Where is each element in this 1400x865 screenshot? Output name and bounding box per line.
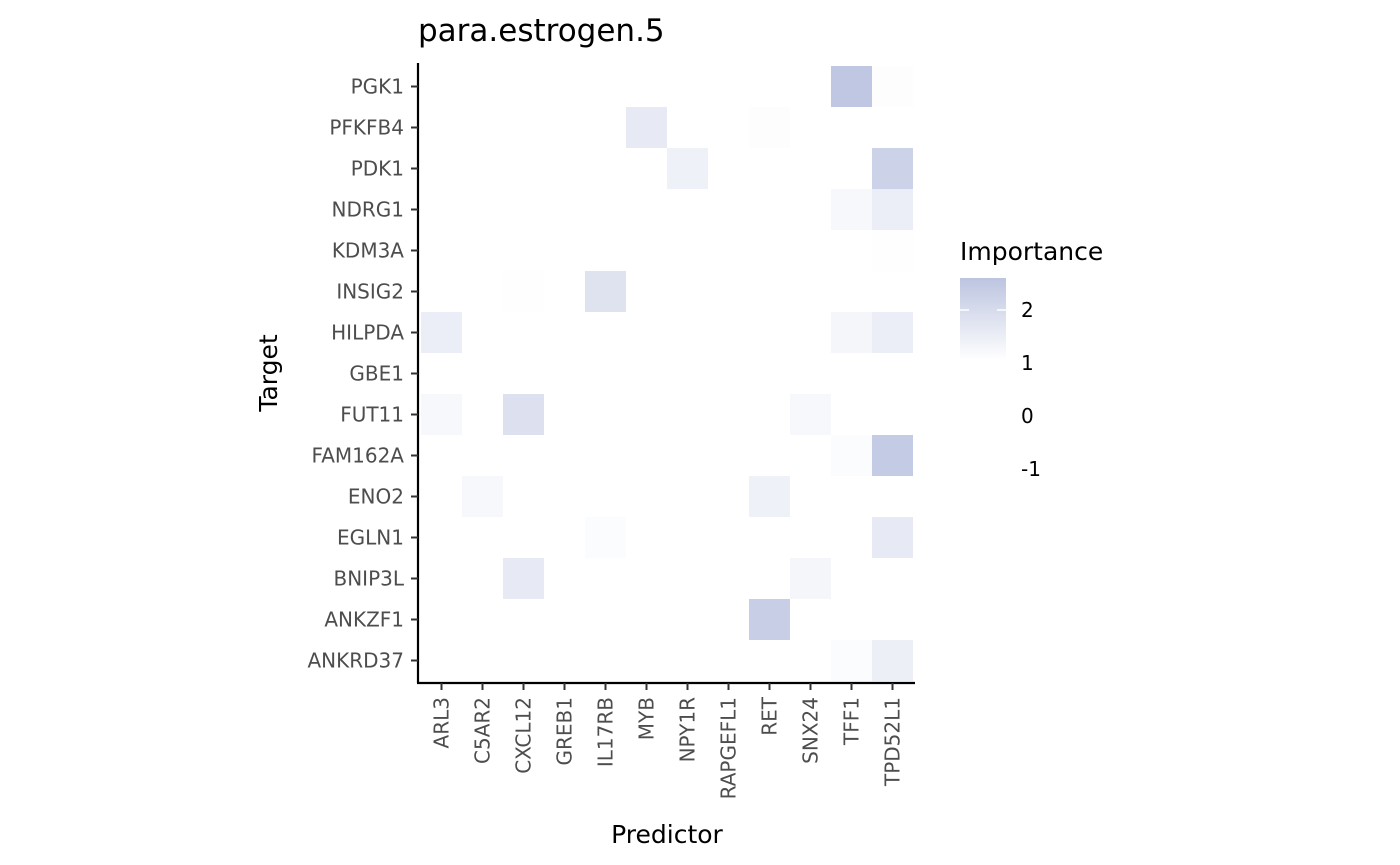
legend-label: 2 — [1021, 298, 1034, 322]
heatmap-cell — [872, 435, 913, 476]
heatmap-cell — [503, 394, 544, 435]
x-tick-label: TPD52L1 — [881, 697, 905, 787]
x-tick-label: RAPGEFL1 — [717, 697, 741, 799]
x-tick-label: IL17RB — [594, 697, 618, 767]
legend-label: 0 — [1021, 404, 1034, 428]
x-tick-label: MYB — [635, 697, 659, 740]
heatmap-cell — [872, 640, 913, 681]
y-tick-label: HILPDA — [331, 321, 404, 345]
legend: Importance 2 1 0 -1 — [960, 237, 1103, 481]
x-tick-label: NPY1R — [676, 697, 700, 763]
legend-labels: 2 1 0 -1 — [960, 298, 1041, 481]
y-tick-label: ANKZF1 — [324, 608, 404, 632]
y-tick-label: PFKFB4 — [329, 116, 404, 140]
y-tick-label: GBE1 — [349, 362, 404, 386]
heatmap-cell — [749, 107, 790, 148]
heatmap-cell — [503, 558, 544, 599]
y-tick-label: NDRG1 — [332, 198, 404, 222]
heatmap-cell — [831, 312, 872, 353]
y-tick-label: INSIG2 — [336, 280, 404, 304]
heatmap-cell — [872, 517, 913, 558]
heatmap-cell — [831, 640, 872, 681]
heatmap-cell — [585, 517, 626, 558]
legend-colorbar — [960, 278, 1006, 360]
heatmap-cell — [421, 312, 462, 353]
x-tick-label: TFF1 — [840, 697, 864, 746]
heatmap-cell — [626, 107, 667, 148]
x-tick-label: CXCL12 — [512, 697, 536, 774]
heatmap-cell — [667, 148, 708, 189]
heatmap-cells — [421, 66, 913, 681]
legend-label: 1 — [1021, 351, 1034, 375]
heatmap-cell — [585, 271, 626, 312]
y-tick-label: KDM3A — [332, 239, 404, 263]
y-tick-label: FAM162A — [312, 444, 405, 468]
y-tick-label: FUT11 — [340, 403, 404, 427]
heatmap-cell — [831, 189, 872, 230]
heatmap-cell — [831, 66, 872, 107]
y-tick-label: ANKRD37 — [307, 649, 404, 673]
heatmap-cell — [503, 271, 544, 312]
heatmap-cell — [872, 230, 913, 271]
heatmap-cell — [872, 148, 913, 189]
x-tick-label: C5AR2 — [471, 697, 495, 764]
x-tick-label: SNX24 — [799, 697, 823, 764]
y-tick-label: EGLN1 — [337, 526, 404, 550]
x-axis-ticks: ARL3 C5AR2 CXCL12 GREB1 IL17RB MYB NPY1R RAPGEF… — [430, 683, 905, 799]
legend-label: -1 — [1021, 457, 1041, 481]
y-tick-label: PGK1 — [351, 75, 404, 99]
x-tick-label: GREB1 — [553, 697, 577, 765]
chart-title: para.estrogen.5 — [418, 13, 665, 49]
heatmap-cell — [872, 66, 913, 107]
heatmap-cell — [790, 394, 831, 435]
heatmap-cell — [749, 476, 790, 517]
y-tick-label: PDK1 — [351, 157, 404, 181]
heatmap-cell — [749, 599, 790, 640]
heatmap-cell — [872, 189, 913, 230]
legend-title: Importance — [960, 237, 1103, 266]
y-axis-title: Target — [254, 334, 283, 413]
x-axis-title: Predictor — [611, 820, 723, 849]
heatmap-cell — [831, 435, 872, 476]
heatmap-cell — [790, 558, 831, 599]
heatmap-cell — [872, 312, 913, 353]
heatmap-cell — [462, 476, 503, 517]
x-tick-label: RET — [758, 696, 782, 736]
x-tick-label: ARL3 — [430, 697, 454, 748]
y-axis-ticks: PGK1 PFKFB4 PDK1 NDRG1 KDM3A INSIG2 HILPDA GBE1… — [307, 75, 418, 673]
y-tick-label: ENO2 — [348, 485, 404, 509]
heatmap-cell — [421, 394, 462, 435]
y-tick-label: BNIP3L — [333, 567, 404, 591]
